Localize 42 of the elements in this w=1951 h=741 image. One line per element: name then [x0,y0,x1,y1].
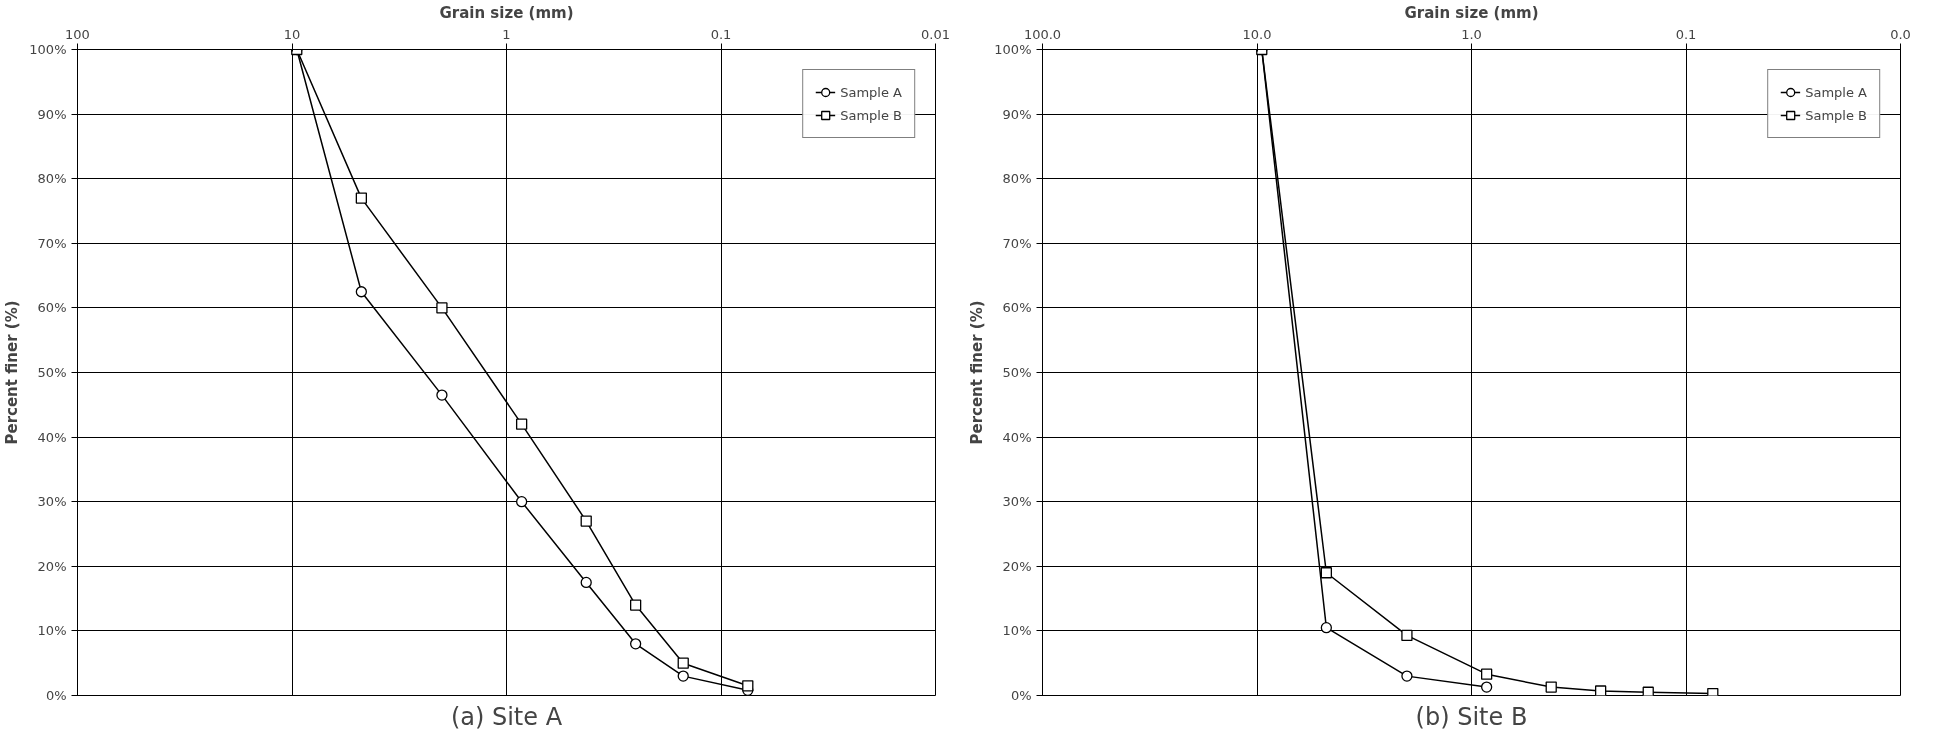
x-tick-label: 1 [502,26,511,42]
y-tick-label: 80% [37,171,67,187]
text: (b) Site B [1415,702,1528,731]
x-tick-label: 0.0 [1890,26,1911,42]
y-tick-label: 50% [1002,365,1032,380]
x-tick-label: 10.0 [1242,26,1272,42]
y-tick-label: 0% [45,688,67,703]
y-tick-label: 30% [37,494,67,510]
y-tick-label: 70% [1002,235,1032,251]
y-tick-label: 0% [1010,688,1032,703]
legend-label: Sample B [840,107,902,123]
x-tick-label: 0.1 [710,26,732,42]
y-tick-label: 10% [37,623,67,639]
x-tick-label: 0.1 [1675,26,1697,42]
y-tick-label: 40% [37,429,67,445]
y-tick-label: 100% [994,42,1032,57]
x-axis-title: Grain size (mm) [1404,3,1539,22]
y-tick-label: 30% [1002,494,1032,510]
x-tick-label: 10 [283,26,301,42]
x-tick-label: 100 [65,26,90,42]
y-tick-label: 20% [37,558,67,574]
legend-label: Sample A [840,84,902,100]
y-tick-label: 50% [37,365,67,380]
y-axis-title: Percent finer (%) [968,300,987,445]
x-tick-label: 100.0 [1023,26,1062,42]
y-tick-label: 60% [37,300,67,316]
y-tick-label: 80% [1002,171,1032,187]
y-axis-title: Percent finer (%) [3,300,22,445]
y-tick-label: 40% [1002,429,1032,445]
x-tick-label: 0.01 [921,26,950,42]
legend-label: Sample B [1805,107,1867,123]
y-tick-label: 20% [1002,558,1032,574]
x-tick-label: 1.0 [1461,26,1482,42]
y-tick-label: 100% [29,42,67,57]
y-tick-label: 90% [1002,106,1032,122]
text: (a) Site A [450,702,563,731]
y-tick-label: 10% [1002,623,1032,639]
y-tick-label: 60% [1002,300,1032,316]
y-tick-label: 90% [37,106,67,122]
legend-label: Sample A [1805,84,1867,100]
y-tick-label: 70% [37,235,67,251]
x-axis-title: Grain size (mm) [439,3,574,22]
